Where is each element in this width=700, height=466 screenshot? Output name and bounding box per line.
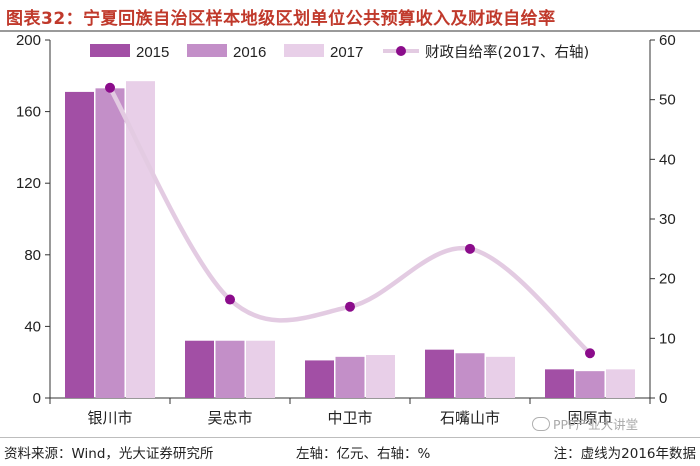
bar-2016 [455,353,485,398]
bar-2015 [545,369,574,398]
bar-2015 [305,360,334,398]
ratio-line-path [107,85,593,356]
note-text: 注：虚线为2016年数据 [553,446,696,462]
bars [65,81,635,399]
chart: 0 40 80 120 160 200 0 10 20 30 40 50 60 银川市 吴忠市 中卫市 石嘴山市… [16,32,676,427]
legend: 2015 2016 2017 财政自给率(2017、右轴) [90,44,589,61]
bar-2015 [185,340,214,398]
legend-label-2016: 2016 [233,44,266,61]
left-tick-label: 120 [16,175,41,192]
source-text: 资料来源：Wind，光大证券研究所 [4,446,214,462]
right-tick-label: 20 [659,271,676,288]
bar-2016 [215,340,245,398]
chat-bubble-icon [532,416,550,431]
legend-label-2015: 2015 [136,44,169,61]
bar-2017 [606,369,635,398]
right-tick-label: 0 [659,390,667,407]
ratio-point [585,348,595,359]
bar-2016 [575,371,605,398]
bar-2017 [246,340,275,398]
x-tick-label: 中卫市 [327,409,372,427]
legend-swatch-2016 [187,44,227,57]
footer-divider [0,437,700,438]
legend-label-ratio: 财政自给率(2017、右轴) [425,44,589,61]
watermark-text: PPP产业大讲堂 [553,417,639,432]
right-tick-label: 30 [659,211,676,228]
chart-title: 图表32：宁夏回族自治区样本地级区划单位公共预算收入及财政自给率 [6,9,556,29]
left-tick-label: 200 [16,32,41,49]
left-tick-label: 0 [33,390,41,407]
ratio-point [225,294,235,305]
ratio-point [105,82,115,93]
right-tick-label: 60 [659,32,676,49]
x-tick-label: 银川市 [87,409,132,427]
legend-swatch-2015 [90,44,130,57]
x-tick-label: 吴忠市 [207,409,252,427]
bar-2016 [335,356,365,398]
legend-swatch-2017 [284,44,324,57]
right-tick-label: 50 [659,92,676,109]
right-tick-label: 10 [659,330,676,347]
left-tick-label: 80 [24,247,41,264]
bar-2017 [486,356,515,398]
ratio-point [465,243,475,254]
units-text: 左轴：亿元、右轴：% [296,446,431,462]
right-tick-label: 40 [659,151,676,168]
bar-2017 [366,355,395,398]
legend-line-marker [396,46,406,56]
x-tick-label: 固原市 [567,409,612,427]
x-tick-label: 石嘴山市 [440,409,500,427]
title-divider [0,30,700,32]
footer: 资料来源：Wind，光大证券研究所 左轴：亿元、右轴：% 注：虚线为2016年数… [4,442,696,462]
ratio-point [345,301,355,312]
left-tick-label: 40 [24,318,41,335]
bar-2015 [65,91,94,398]
left-tick-label: 160 [16,104,41,121]
axes: 0 40 80 120 160 200 0 10 20 30 40 50 60 银川市 吴忠市 中卫市 石嘴山市… [16,32,676,427]
bar-2016 [95,88,125,398]
ratio-line [105,82,595,359]
bar-2015 [425,349,454,398]
watermark: PPP产业大讲堂 [532,414,638,433]
legend-label-2017: 2017 [330,44,363,61]
